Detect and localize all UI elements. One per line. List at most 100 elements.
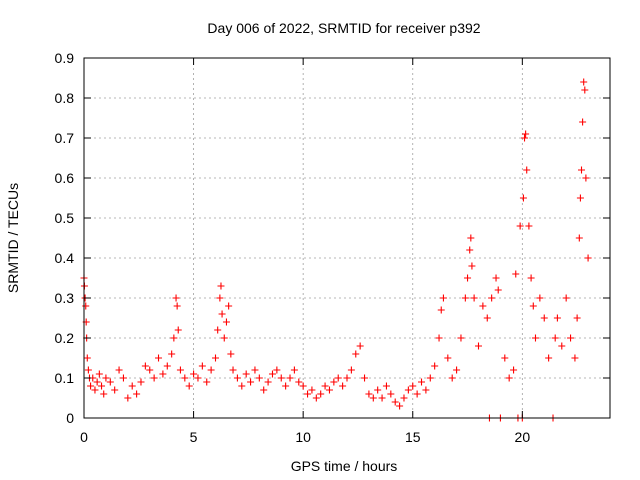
y-tick-label: 0.6 <box>55 170 75 186</box>
data-point <box>83 354 91 362</box>
x-axis: 0 5 10 15 20 <box>80 58 530 445</box>
data-point <box>242 370 250 378</box>
data-point <box>233 374 241 382</box>
data-point <box>581 86 589 94</box>
data-point <box>545 354 553 362</box>
data-point <box>479 302 487 310</box>
data-point <box>225 302 233 310</box>
y-tick-label: 0 <box>66 410 74 426</box>
data-point <box>467 234 475 242</box>
data-point <box>106 378 114 386</box>
data-point <box>444 354 452 362</box>
data-point <box>431 362 439 370</box>
y-tick-label: 0.1 <box>55 370 75 386</box>
data-point <box>494 286 502 294</box>
data-point <box>536 294 544 302</box>
data-point <box>102 374 110 382</box>
data-point <box>247 378 255 386</box>
data-point <box>212 354 219 362</box>
data-point <box>501 354 509 362</box>
data-point <box>527 274 535 282</box>
data-point <box>334 374 342 382</box>
data-point <box>185 382 193 390</box>
data-point <box>264 378 272 386</box>
data-point <box>374 386 382 394</box>
data-point <box>562 294 570 302</box>
data-point <box>512 270 520 278</box>
data-point <box>155 354 163 362</box>
y-tick-label: 0.4 <box>55 250 75 266</box>
data-point <box>84 366 92 374</box>
data-point <box>91 386 99 394</box>
y-tick-label: 0.5 <box>55 210 75 226</box>
y-tick-label: 0.7 <box>55 130 75 146</box>
data-point <box>413 390 421 398</box>
y-tick-label: 0.8 <box>55 90 75 106</box>
data-point <box>378 394 386 402</box>
data-point <box>435 334 443 342</box>
data-point <box>268 370 276 378</box>
data-point <box>207 366 215 374</box>
data-point <box>220 334 228 342</box>
data-point <box>575 234 583 242</box>
data-point <box>422 386 430 394</box>
data-point <box>111 386 119 394</box>
data-point <box>551 334 559 342</box>
data-point <box>466 246 474 254</box>
data-point <box>163 362 171 370</box>
x-tick-label: 10 <box>295 429 311 445</box>
data-point <box>260 386 268 394</box>
data-point <box>181 374 189 382</box>
data-point <box>216 294 224 302</box>
data-point <box>124 394 132 402</box>
data-point <box>453 366 461 374</box>
x-tick-label: 15 <box>405 429 421 445</box>
data-point <box>150 374 158 382</box>
data-point <box>312 394 320 402</box>
data-point <box>146 366 154 374</box>
data-point <box>141 362 149 370</box>
data-point <box>352 350 360 358</box>
data-point <box>330 378 338 386</box>
data-point <box>229 366 237 374</box>
data-point <box>137 378 145 386</box>
data-point <box>198 362 206 370</box>
data-point <box>173 302 181 310</box>
data-point <box>475 342 482 350</box>
data-point <box>325 386 333 394</box>
data-point <box>579 118 587 126</box>
data-point <box>95 370 103 378</box>
data-point <box>251 366 259 374</box>
data-point <box>400 394 408 402</box>
data-point <box>396 402 404 410</box>
data-point <box>573 314 581 322</box>
data-point <box>521 134 529 142</box>
data-point <box>365 390 373 398</box>
data-point <box>578 166 586 174</box>
data-point <box>464 274 472 282</box>
data-point <box>176 366 184 374</box>
data-point <box>115 366 123 374</box>
data-point <box>584 254 592 262</box>
data-point <box>214 326 222 334</box>
y-axis-label: SRMTID / TECUs <box>5 183 21 293</box>
data-point <box>356 342 364 350</box>
data-point <box>174 326 182 334</box>
chart-title: Day 006 of 2022, SRMTID for receiver p39… <box>207 20 480 36</box>
data-point <box>98 382 106 390</box>
data-point <box>580 78 588 86</box>
data-point <box>468 262 476 270</box>
data-point <box>571 354 579 362</box>
data-point <box>133 390 141 398</box>
plot-frame <box>83 57 611 419</box>
x-tick-label: 20 <box>515 429 531 445</box>
data-point <box>308 386 316 394</box>
data-point <box>470 294 478 302</box>
data-point <box>391 398 399 406</box>
data-point <box>317 390 325 398</box>
data-point <box>190 370 198 378</box>
data-point <box>510 366 518 374</box>
data-point <box>531 334 539 342</box>
data-point <box>119 374 127 382</box>
